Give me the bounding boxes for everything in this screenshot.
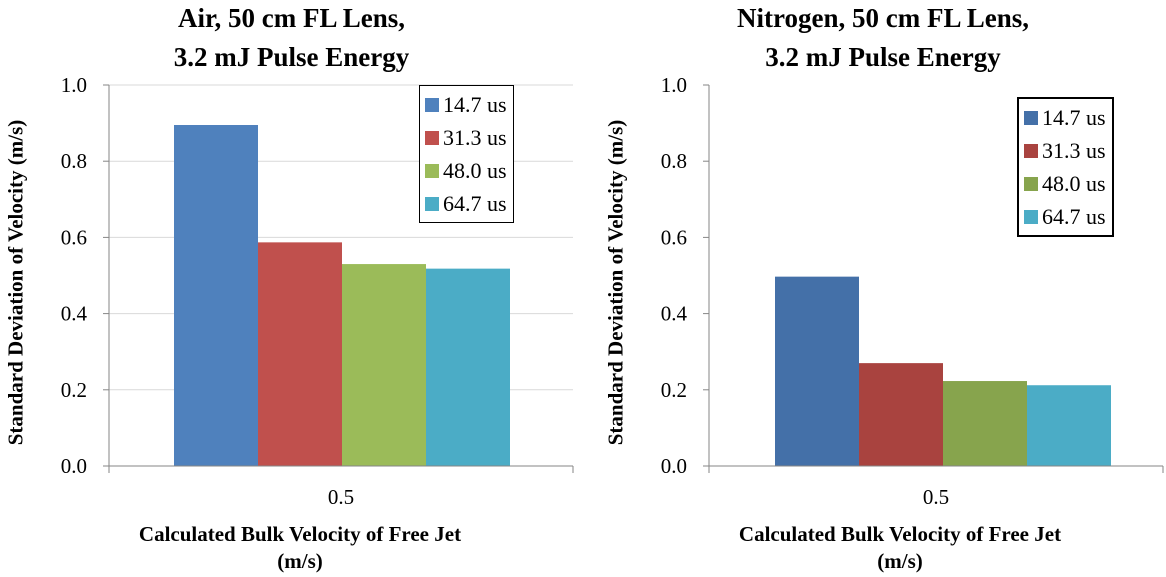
chart-title-line1: Air, 50 cm FL Lens,	[177, 3, 405, 33]
y-tick-label: 1.0	[61, 73, 87, 97]
chart-title-line2: 3.2 mJ Pulse Energy	[765, 42, 1001, 72]
legend-item: 64.7 us	[425, 187, 507, 220]
legend-item: 48.0 us	[425, 154, 507, 187]
legend-swatch	[1024, 176, 1038, 191]
legend-swatch	[425, 196, 439, 211]
legend-item: 14.7 us	[425, 88, 507, 121]
y-tick-label: 0.0	[661, 454, 687, 478]
legend-label: 14.7 us	[1042, 104, 1106, 130]
legend: 14.7 us 31.3 us 48.0 us 64.7 us	[419, 85, 514, 223]
y-axis-label: Standard Deviation of Velocity (m/s)	[603, 119, 628, 446]
legend-swatch	[1024, 143, 1038, 158]
x-axis-label-line2: (m/s)	[877, 549, 923, 573]
bar-48-0-us	[943, 381, 1027, 466]
bar-31-3-us	[859, 363, 943, 466]
bar-14-7-us	[174, 125, 258, 466]
y-tick-label: 0.6	[661, 225, 687, 249]
legend-label: 31.3 us	[1042, 137, 1106, 163]
y-tick-label: 1.0	[661, 73, 687, 97]
bar-64-7-us	[426, 268, 510, 466]
legend-label: 48.0 us	[443, 157, 507, 183]
y-axis-label: Standard Deviation of Velocity (m/s)	[3, 119, 28, 446]
x-tick-label: 0.5	[328, 485, 354, 509]
legend-swatch	[1024, 209, 1038, 224]
chart-air: 0.0 0.2 0.4 0.6 0.8 1.0 0.5 Air, 50 cm FL Lens…	[3, 3, 574, 573]
y-tick-label: 0.0	[61, 454, 87, 478]
chart-nitrogen: 0.0 0.2 0.4 0.6 0.8 1.0 0.5 Nitrogen, 50 cm FL…	[600, 0, 1166, 577]
chart-nitrogen-plot: 0.0 0.2 0.4 0.6 0.8 1.0 0.5	[661, 73, 1164, 509]
chart-air-plot: 0.0 0.2 0.4 0.6 0.8 1.0 0.5	[61, 73, 574, 509]
legend-item: 14.7 us	[1024, 101, 1106, 134]
y-tick-label: 0.4	[61, 302, 88, 326]
chart-title-line1: Nitrogen, 50 cm FL Lens,	[737, 3, 1029, 33]
bar-48-0-us	[342, 264, 426, 466]
y-tick-label: 0.8	[661, 149, 687, 173]
bar-31-3-us	[258, 242, 342, 466]
legend-label: 48.0 us	[1042, 170, 1106, 196]
bar-14-7-us	[775, 276, 859, 466]
legend-label: 64.7 us	[443, 190, 507, 216]
legend-item: 31.3 us	[1024, 134, 1106, 167]
y-tick-label: 0.6	[61, 225, 87, 249]
legend-item: 64.7 us	[1024, 200, 1106, 233]
legend-swatch	[425, 97, 439, 112]
y-tick-label: 0.2	[61, 378, 87, 402]
x-axis-label-line1: Calculated Bulk Velocity of Free Jet	[738, 522, 1062, 546]
y-tick-label: 0.4	[661, 302, 688, 326]
legend-swatch	[1024, 110, 1038, 125]
legend-item: 48.0 us	[1024, 167, 1106, 200]
x-tick-label: 0.5	[923, 485, 949, 509]
legend-swatch	[425, 130, 439, 145]
legend-item: 31.3 us	[425, 121, 507, 154]
chart-title-line2: 3.2 mJ Pulse Energy	[173, 42, 410, 72]
x-axis-label-line2: (m/s)	[277, 549, 323, 573]
bar-64-7-us	[1027, 385, 1111, 466]
legend: 14.7 us 31.3 us 48.0 us 64.7 us	[1017, 97, 1114, 237]
x-axis-label-line1: Calculated Bulk Velocity of Free Jet	[138, 522, 462, 546]
y-tick-label: 0.8	[61, 149, 87, 173]
legend-swatch	[425, 163, 439, 178]
y-tick-label: 0.2	[661, 378, 687, 402]
legend-label: 31.3 us	[443, 124, 507, 150]
legend-label: 64.7 us	[1042, 203, 1106, 229]
legend-label: 14.7 us	[443, 91, 507, 117]
